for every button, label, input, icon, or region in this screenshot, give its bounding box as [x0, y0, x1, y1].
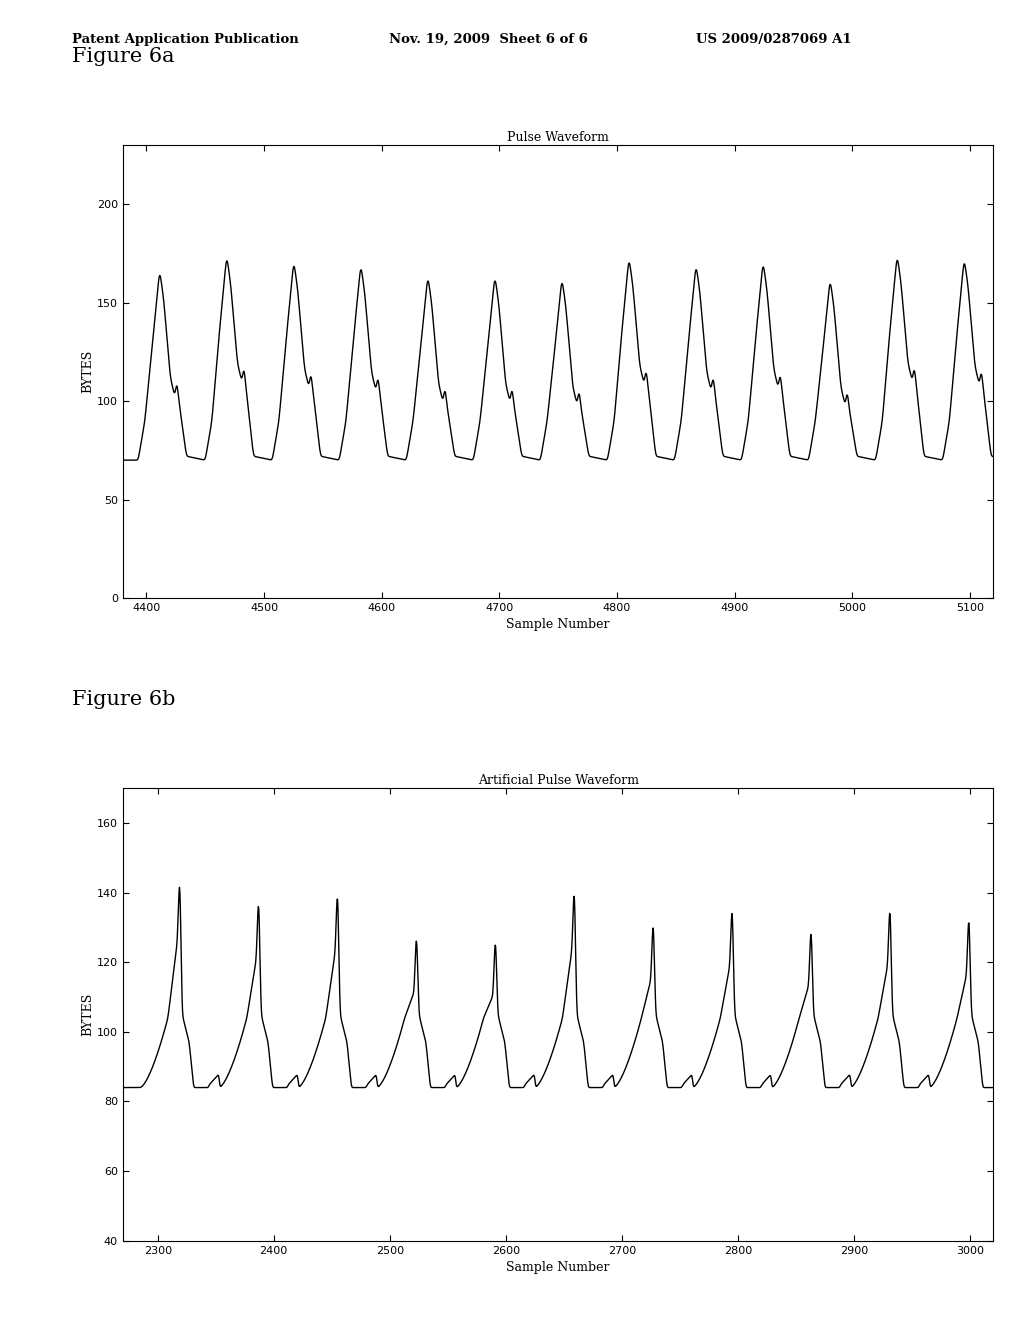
Text: Figure 6a: Figure 6a — [72, 48, 174, 66]
Title: Artificial Pulse Waveform: Artificial Pulse Waveform — [477, 774, 639, 787]
X-axis label: Sample Number: Sample Number — [506, 1261, 610, 1274]
Text: Patent Application Publication: Patent Application Publication — [72, 33, 298, 46]
Y-axis label: BYTES: BYTES — [81, 350, 94, 393]
Text: Figure 6b: Figure 6b — [72, 690, 175, 709]
X-axis label: Sample Number: Sample Number — [506, 618, 610, 631]
Text: US 2009/0287069 A1: US 2009/0287069 A1 — [696, 33, 852, 46]
Text: Nov. 19, 2009  Sheet 6 of 6: Nov. 19, 2009 Sheet 6 of 6 — [389, 33, 588, 46]
Y-axis label: BYTES: BYTES — [81, 993, 94, 1036]
Title: Pulse Waveform: Pulse Waveform — [507, 131, 609, 144]
